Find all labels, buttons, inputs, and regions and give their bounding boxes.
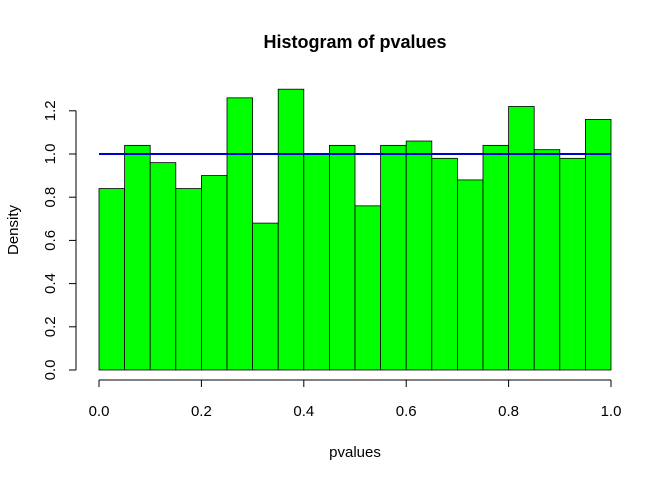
histogram-bar — [431, 157, 458, 371]
histogram-bar — [328, 144, 356, 371]
y-tick-label: 0.8 — [42, 187, 59, 208]
y-tick-label: 0.4 — [42, 273, 59, 294]
x-tick-label: 0.2 — [191, 403, 212, 420]
y-tick-label: 0.6 — [42, 230, 59, 251]
histogram-bar — [277, 88, 305, 371]
x-tick-label: 0.8 — [498, 403, 519, 420]
histogram-bar — [175, 188, 202, 371]
histogram-bar — [226, 97, 254, 371]
histogram-bar — [354, 205, 382, 371]
x-tick-label: 0.4 — [293, 403, 314, 420]
histogram-bar — [456, 179, 484, 371]
histogram-bar — [303, 153, 330, 371]
histogram-bar — [124, 144, 151, 371]
histogram-bar — [200, 175, 228, 371]
y-tick-label: 1.2 — [42, 100, 59, 121]
y-tick-label: 0.0 — [42, 360, 59, 381]
histogram-bar — [149, 162, 177, 371]
bars-group — [98, 88, 612, 371]
x-tick-label: 0.6 — [396, 403, 417, 420]
histogram-bar — [482, 144, 510, 371]
histogram-bar — [380, 144, 407, 371]
x-axis: 0.0 0.2 0.4 0.6 0.8 1.0 — [89, 379, 622, 420]
y-tick-label: 1.0 — [42, 144, 59, 165]
y-axis-label: Density — [5, 204, 22, 255]
x-tick-label: 1.0 — [601, 403, 622, 420]
x-tick-label: 0.0 — [89, 403, 110, 420]
histogram-bar — [98, 188, 126, 371]
histogram-bar — [585, 119, 612, 371]
y-tick-label: 0.2 — [42, 316, 59, 337]
histogram-bar — [405, 140, 433, 371]
histogram-bar — [559, 157, 586, 371]
chart-title: Histogram of pvalues — [263, 32, 446, 52]
x-axis-label: pvalues — [329, 444, 381, 461]
histogram-bar — [508, 106, 535, 371]
histogram-bar — [252, 222, 279, 371]
histogram-bar — [533, 149, 561, 371]
y-axis: 0.0 0.2 0.4 0.6 0.8 1.0 1.2 — [42, 100, 77, 381]
